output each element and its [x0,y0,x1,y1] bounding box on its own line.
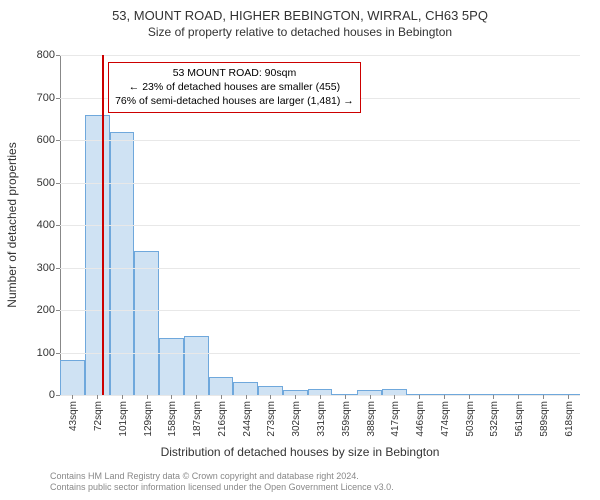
marker-callout: 53 MOUNT ROAD: 90sqm← 23% of detached ho… [108,62,361,113]
grid-line [60,310,580,311]
y-axis-label: Number of detached properties [5,142,19,307]
y-tick-label: 300 [20,262,55,274]
footer-text: Contains HM Land Registry data © Crown c… [50,471,394,494]
x-tick-mark [493,395,494,399]
x-tick-label: 43sqm [68,401,79,431]
y-tick-label: 700 [20,92,55,104]
y-tick-label: 100 [20,347,55,359]
x-tick-label: 359sqm [341,401,352,437]
y-tick-label: 500 [20,177,55,189]
x-tick-label: 158sqm [167,401,178,437]
y-tick-label: 400 [20,219,55,231]
y-tick-mark [56,225,60,226]
x-tick-label: 302sqm [291,401,302,437]
y-tick-mark [56,395,60,396]
x-tick-label: 532sqm [489,401,500,437]
x-tick-mark [97,395,98,399]
x-tick-mark [469,395,470,399]
histogram-bar [159,338,184,395]
property-marker-line [102,55,104,395]
histogram-bar [134,251,159,395]
x-tick-mark [246,395,247,399]
histogram-bar [258,386,283,395]
callout-line-1: 53 MOUNT ROAD: 90sqm [115,66,354,80]
x-tick-mark [444,395,445,399]
y-tick-mark [56,183,60,184]
x-tick-label: 244sqm [242,401,253,437]
chart-container: 53, MOUNT ROAD, HIGHER BEBINGTON, WIRRAL… [0,0,600,500]
page-title: 53, MOUNT ROAD, HIGHER BEBINGTON, WIRRAL… [0,0,600,23]
y-tick-mark [56,353,60,354]
x-tick-mark [320,395,321,399]
histogram-bar [209,377,234,395]
x-tick-label: 331sqm [316,401,327,437]
x-tick-label: 388sqm [366,401,377,437]
x-axis-label: Distribution of detached houses by size … [0,445,600,459]
y-tick-mark [56,140,60,141]
y-tick-mark [56,310,60,311]
histogram-bar [110,132,135,396]
x-tick-label: 101sqm [118,401,129,437]
y-tick-label: 200 [20,304,55,316]
y-tick-label: 600 [20,134,55,146]
x-tick-mark [122,395,123,399]
grid-line [60,225,580,226]
x-tick-mark [370,395,371,399]
x-tick-mark [270,395,271,399]
y-tick-mark [56,98,60,99]
x-tick-mark [147,395,148,399]
y-tick-label: 800 [20,49,55,61]
x-tick-mark [345,395,346,399]
histogram-bar [184,336,209,396]
grid-line [60,55,580,56]
callout-line-2: ← 23% of detached houses are smaller (45… [115,80,354,94]
y-tick-mark [56,55,60,56]
x-tick-label: 446sqm [415,401,426,437]
grid-line [60,140,580,141]
footer-line-1: Contains HM Land Registry data © Crown c… [50,471,394,483]
histogram-bar [60,360,85,395]
x-tick-mark [543,395,544,399]
y-tick-mark [56,268,60,269]
x-tick-label: 216sqm [217,401,228,437]
grid-line [60,268,580,269]
x-tick-label: 503sqm [465,401,476,437]
x-tick-label: 589sqm [539,401,550,437]
x-tick-label: 273sqm [266,401,277,437]
x-tick-label: 129sqm [143,401,154,437]
x-tick-mark [568,395,569,399]
x-tick-mark [196,395,197,399]
histogram-bar [233,382,258,395]
x-tick-mark [295,395,296,399]
grid-line [60,353,580,354]
x-tick-mark [221,395,222,399]
y-tick-label: 0 [20,389,55,401]
x-tick-mark [394,395,395,399]
x-tick-label: 72sqm [93,401,104,431]
x-tick-label: 187sqm [192,401,203,437]
x-tick-mark [72,395,73,399]
x-tick-label: 417sqm [390,401,401,437]
x-tick-label: 474sqm [440,401,451,437]
grid-line [60,183,580,184]
footer-line-2: Contains public sector information licen… [50,482,394,494]
x-tick-mark [518,395,519,399]
page-subtitle: Size of property relative to detached ho… [0,23,600,39]
callout-line-3: 76% of semi-detached houses are larger (… [115,94,354,108]
x-tick-label: 618sqm [564,401,575,437]
x-tick-mark [419,395,420,399]
x-tick-mark [171,395,172,399]
x-tick-label: 561sqm [514,401,525,437]
